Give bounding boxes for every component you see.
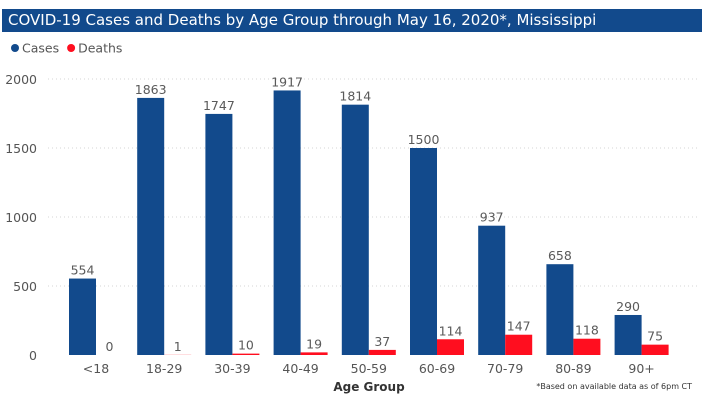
deaths-data-label: 147 — [507, 319, 531, 334]
footnote: *Based on available data as of 6pm CT — [536, 382, 692, 391]
x-tick-label: 50-59 — [351, 361, 387, 376]
x-tick-label: 80-89 — [555, 361, 591, 376]
x-tick-label: 30-39 — [214, 361, 250, 376]
cases-bar[interactable] — [273, 90, 301, 355]
cases-data-label: 554 — [71, 263, 95, 278]
legend: Cases Deaths — [11, 41, 122, 56]
data-labels: 554 0 1863 1 1747 10 1917 19 1814 37 1500 114 937 147… — [71, 74, 663, 354]
deaths-data-label: 114 — [439, 323, 463, 338]
x-tick-label: 40-49 — [282, 361, 318, 376]
x-tick-label: 70-79 — [487, 361, 523, 376]
deaths-data-label: 118 — [575, 323, 599, 338]
deaths-data-label: 0 — [106, 339, 114, 354]
cases-bar[interactable] — [341, 104, 369, 355]
y-tick-label: 2000 — [5, 72, 37, 87]
cases-data-label: 1500 — [408, 132, 440, 147]
deaths-bar[interactable] — [641, 344, 669, 355]
deaths-bar[interactable] — [505, 334, 533, 355]
chart-title: COVID-19 Cases and Deaths by Age Group t… — [8, 11, 597, 29]
deaths-data-label: 1 — [174, 339, 182, 354]
deaths-bar[interactable] — [573, 338, 601, 355]
cases-data-label: 290 — [616, 299, 640, 314]
y-tick-label: 0 — [29, 348, 37, 363]
deaths-bar[interactable] — [232, 353, 260, 355]
cases-data-label: 658 — [548, 248, 572, 263]
legend-marker — [67, 44, 76, 52]
cases-bar[interactable] — [478, 225, 506, 355]
deaths-data-label: 75 — [647, 329, 663, 344]
x-tick-label: <18 — [83, 361, 109, 376]
x-axis-title: Age Group — [333, 380, 405, 394]
x-tick-label: 60-69 — [419, 361, 455, 376]
deaths-bar[interactable] — [437, 339, 464, 355]
legend-marker — [11, 44, 19, 52]
y-tick-label: 1000 — [5, 210, 37, 225]
cases-data-label: 1747 — [203, 98, 235, 113]
title-bar: COVID-19 Cases and Deaths by Age Group t… — [2, 9, 702, 32]
legend-label: Cases — [22, 41, 59, 56]
cases-bar[interactable] — [546, 264, 574, 355]
deaths-data-label: 19 — [306, 336, 322, 351]
deaths-data-label: 10 — [238, 338, 254, 353]
cases-data-label: 937 — [480, 210, 504, 225]
x-tick-label: 90+ — [628, 361, 654, 376]
cases-bar[interactable] — [69, 278, 96, 355]
cases-data-label: 1917 — [271, 74, 303, 89]
cases-bar[interactable] — [205, 113, 233, 355]
x-axis: <18 18-29 30-39 40-49 50-59 60-69 70-79 80-89 90… — [83, 361, 655, 376]
y-axis: 0 500 1000 1500 2000 — [5, 72, 37, 363]
cases-bar[interactable] — [410, 148, 437, 355]
legend-label: Deaths — [78, 41, 122, 56]
bars — [69, 90, 669, 355]
cases-data-label: 1863 — [135, 82, 167, 97]
cases-bar[interactable] — [614, 314, 642, 355]
cases-data-label: 1814 — [339, 89, 371, 104]
deaths-data-label: 37 — [374, 334, 390, 349]
cases-bar[interactable] — [137, 97, 165, 355]
deaths-bar[interactable] — [300, 352, 328, 355]
y-tick-label: 500 — [13, 279, 37, 294]
deaths-bar[interactable] — [368, 349, 396, 355]
y-tick-label: 1500 — [5, 141, 37, 156]
x-tick-label: 18-29 — [146, 361, 182, 376]
